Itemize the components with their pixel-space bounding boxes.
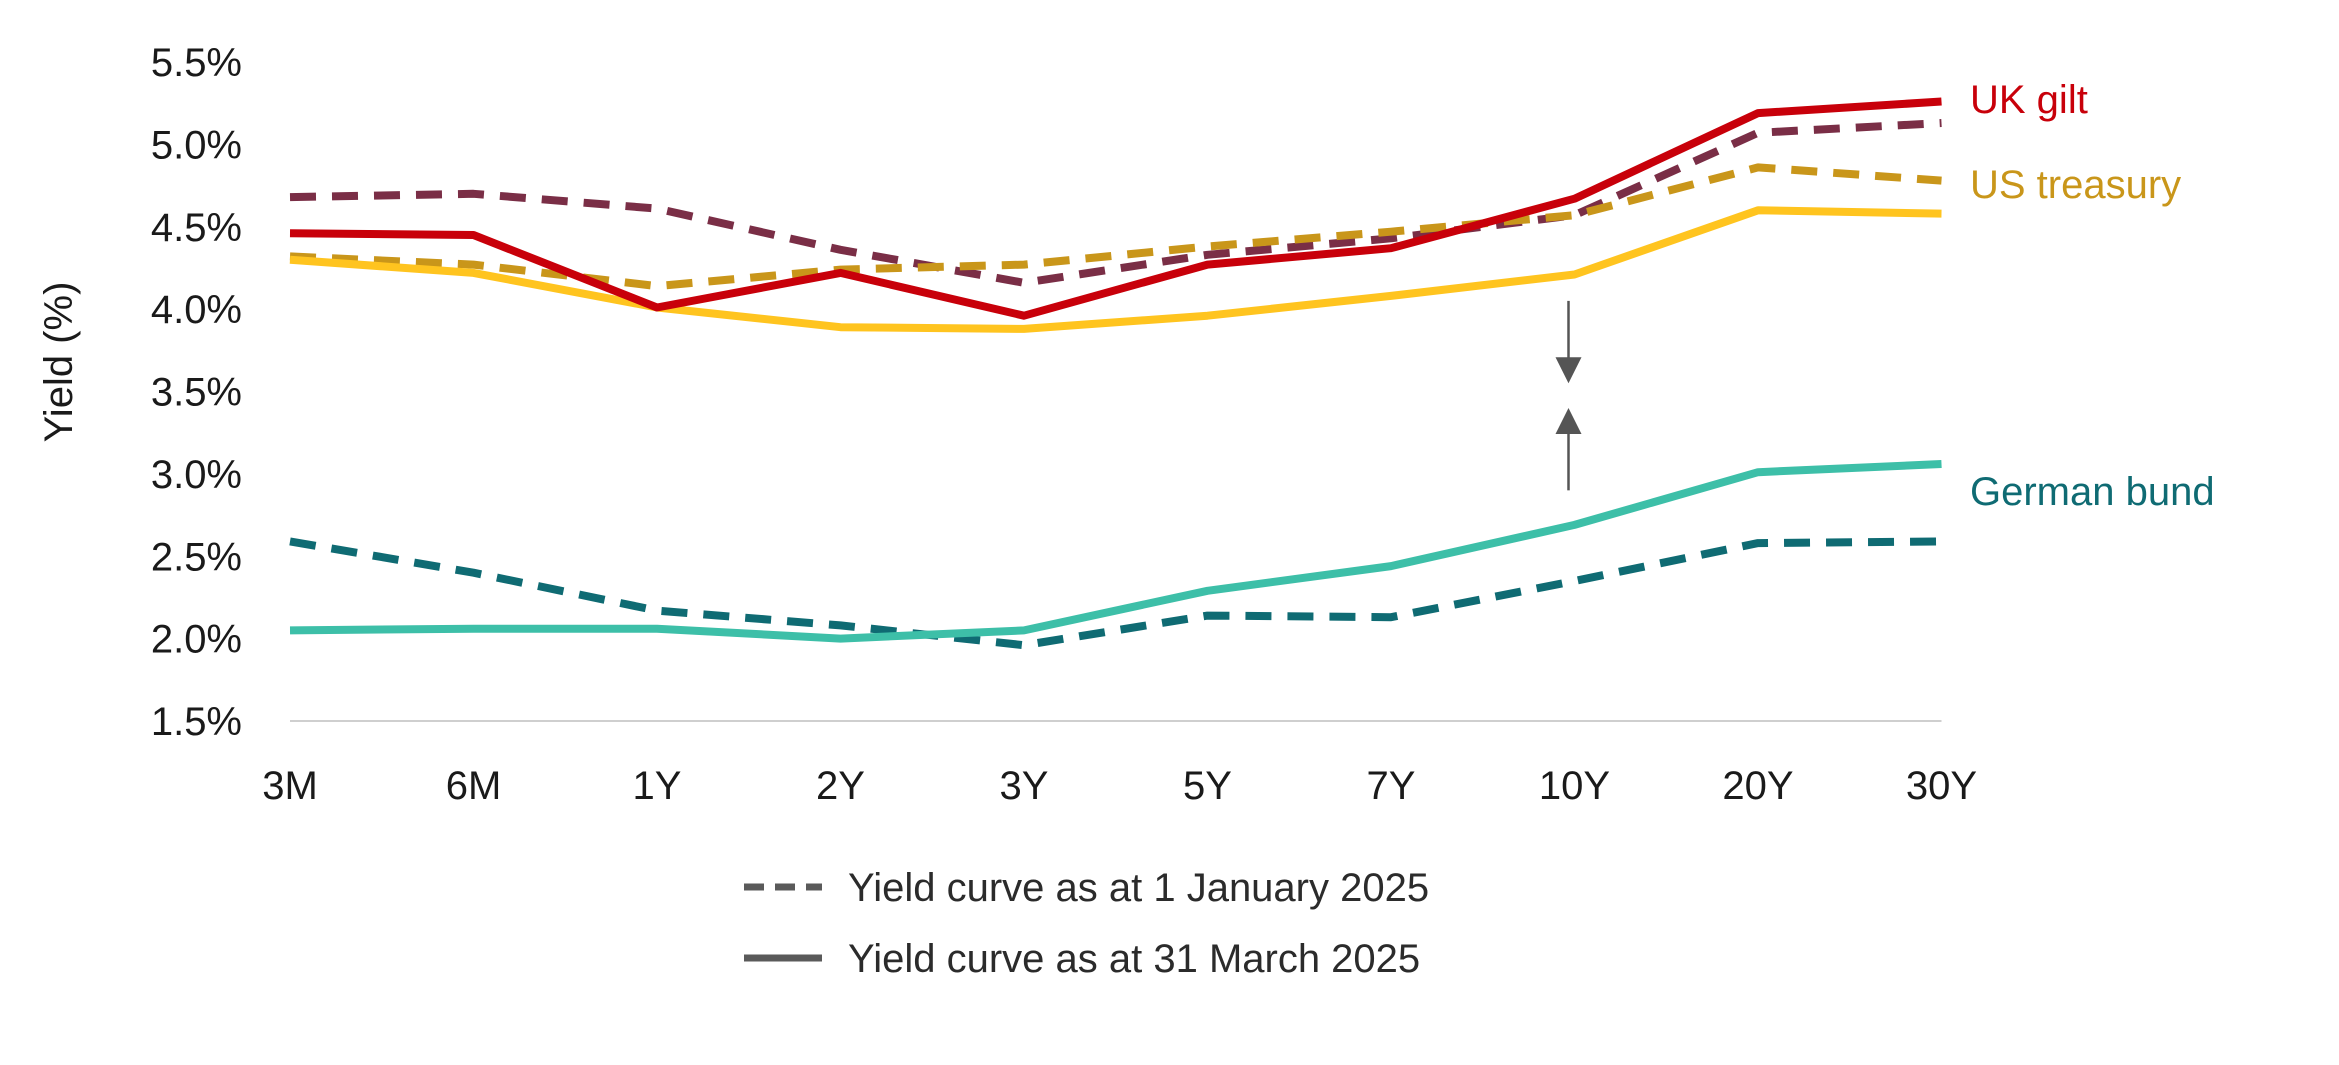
y-tick-label: 5.0% [151, 123, 242, 167]
series-line-us-treasury-31-march-2025 [289, 206, 1942, 333]
x-axis-ticks: 3M 6M 1Y 2Y 3Y 5Y 7Y 10Y 20Y 30Y [262, 764, 1977, 808]
y-tick-label: 2.0% [151, 618, 242, 662]
legend-label-dashed: Yield curve as at 1 January 2025 [848, 866, 1429, 910]
legend-label-solid: Yield curve as at 31 March 2025 [848, 937, 1420, 981]
y-axis-title: Yield (%) [37, 282, 81, 443]
down-arrow-head [1555, 357, 1582, 384]
x-tick-label-3m: 3M [262, 764, 318, 808]
x-tick-label-5y: 5Y [1183, 764, 1232, 808]
x-tick-label-20y: 20Y [1722, 764, 1793, 808]
x-tick-label-6m: 6M [446, 764, 502, 808]
x-tick-label-30y: 30Y [1906, 764, 1977, 808]
legend: Yield curve as at 1 January 2025 Yield cu… [744, 866, 1429, 981]
x-tick-label-1y: 1Y [633, 764, 682, 808]
series-labels: UK gilt US treasury German bund [1970, 78, 2215, 514]
series-line-german-bund-1-january-2025 [289, 537, 1942, 650]
series-label-german-bund: German bund [1970, 470, 2215, 514]
y-tick-label: 1.5% [151, 700, 242, 744]
y-tick-label: 3.0% [151, 453, 242, 497]
x-tick-label-2y: 2Y [816, 764, 865, 808]
series-line-uk-gilt-1-january-2025 [289, 119, 1942, 287]
x-tick-label-7y: 7Y [1367, 764, 1416, 808]
x-tick-label-10y: 10Y [1539, 764, 1610, 808]
x-tick-label-3y: 3Y [1000, 764, 1049, 808]
series-line-uk-gilt-31-march-2025 [289, 97, 1942, 320]
series-label-us-treasury: US treasury [1970, 163, 2181, 207]
series-line-german-bund-31-march-2025 [289, 460, 1942, 643]
series-line-us-treasury-1-january-2025 [289, 163, 1942, 291]
series-label-uk-gilt: UK gilt [1970, 78, 2088, 122]
y-tick-label: 4.0% [151, 288, 242, 332]
y-tick-label: 5.5% [151, 41, 242, 85]
y-axis-ticks: 1.5% 2.0% 2.5% 3.0% 3.5% 4.0% 4.5% 5.0% 5.5% [151, 41, 242, 744]
y-tick-label: 3.5% [151, 371, 242, 415]
y-tick-label: 2.5% [151, 535, 242, 579]
series-lines [289, 97, 1942, 650]
up-arrow-head [1555, 407, 1582, 434]
y-tick-label: 4.5% [151, 206, 242, 250]
spread-annotation [1555, 300, 1582, 491]
